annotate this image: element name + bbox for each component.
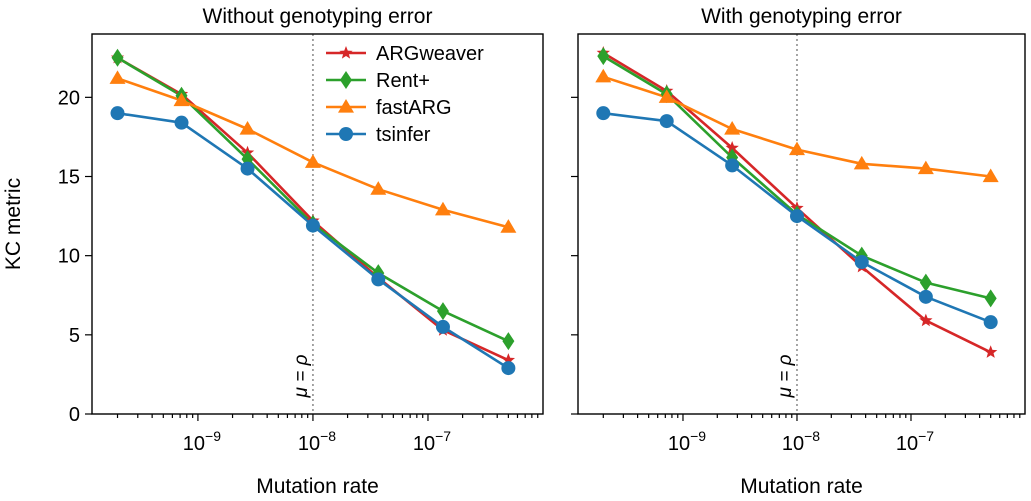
y-axis-label: KC metric — [2, 178, 25, 270]
data-point-tsinfer — [854, 255, 869, 269]
y-tick-label: 15 — [58, 167, 80, 189]
chart-panel-2: With genotyping error 10−9 10−8 10−7 μ = ρ Mu… — [571, 5, 1026, 498]
chart-panel-1: Without genotyping error 10−9 10−8 10−7 0 5 10… — [2, 5, 544, 498]
data-point-Rent+ — [436, 302, 449, 321]
x-tick-label: 10−8 — [298, 428, 336, 455]
data-point-fastARG — [304, 154, 321, 168]
data-point-tsinfer — [983, 315, 998, 330]
data-point-tsinfer — [435, 319, 450, 334]
data-point-ARGweaver — [725, 141, 739, 154]
data-point-fastARG — [853, 155, 870, 170]
data-point-Rent+ — [111, 48, 124, 67]
x-axis-label: Mutation rate — [740, 475, 863, 498]
plot-frame — [577, 33, 1026, 415]
x-tick-label: 10−9 — [183, 428, 221, 455]
chart-title: With genotyping error — [701, 5, 902, 28]
data-point-fastARG — [724, 121, 741, 135]
legend-marker-Rent+ — [340, 71, 352, 89]
data-point-fastARG — [370, 181, 387, 195]
data-point-fastARG — [595, 68, 612, 83]
data-point-tsinfer — [789, 209, 804, 224]
x-tick-label: 10−8 — [782, 428, 820, 455]
data-point-tsinfer — [371, 272, 386, 287]
legend-label-fastARG: fastARG — [376, 97, 452, 119]
legend-label-ARGweaver: ARGweaver — [376, 43, 484, 65]
x-tick-label: 10−9 — [668, 428, 706, 455]
legend: ARGweaver Rent+ fastARG tsinfer — [326, 43, 484, 146]
data-point-fastARG — [658, 89, 675, 103]
y-tick-label: 5 — [69, 325, 80, 347]
legend-label-Rent+: Rent+ — [376, 70, 430, 92]
data-point-tsinfer — [725, 158, 740, 173]
y-tick-label: 0 — [69, 404, 80, 426]
data-point-fastARG — [173, 92, 190, 107]
legend-label-tsinfer: tsinfer — [376, 124, 431, 146]
x-axis-label: Mutation rate — [256, 475, 379, 498]
data-point-fastARG — [109, 70, 126, 84]
data-point-Rent+ — [597, 47, 610, 66]
data-point-tsinfer — [596, 106, 611, 121]
y-tick-label: 20 — [58, 87, 80, 109]
data-point-ARGweaver — [501, 353, 516, 366]
data-point-Rent+ — [502, 332, 515, 351]
legend-marker-fastARG — [338, 99, 354, 113]
data-point-Rent+ — [919, 273, 932, 292]
data-point-tsinfer — [240, 161, 255, 176]
data-point-fastARG — [982, 168, 999, 183]
chart-title: Without genotyping error — [203, 5, 433, 28]
legend-marker-tsinfer — [339, 127, 353, 141]
legend-marker-ARGweaver — [339, 46, 353, 59]
data-point-tsinfer — [918, 289, 933, 304]
x-tick-label: 10−7 — [413, 428, 451, 455]
data-point-fastARG — [500, 219, 517, 233]
data-point-ARGweaver — [984, 345, 998, 358]
data-point-tsinfer — [501, 361, 516, 376]
y-tick-label: 10 — [58, 246, 80, 268]
x-tick-label: 10−7 — [896, 428, 934, 455]
data-point-fastARG — [239, 121, 256, 135]
series-line-Rent+ — [602, 55, 992, 300]
reference-line-label: μ = ρ — [291, 354, 312, 398]
data-point-tsinfer — [659, 114, 674, 129]
data-point-tsinfer — [305, 218, 320, 233]
data-point-fastARG — [434, 201, 451, 216]
reference-line-label: μ = ρ — [775, 354, 796, 398]
data-point-Rent+ — [984, 289, 997, 308]
data-point-fastARG — [917, 160, 934, 175]
data-point-fastARG — [788, 141, 805, 156]
data-point-ARGweaver — [919, 313, 933, 327]
data-point-tsinfer — [174, 115, 189, 130]
data-point-tsinfer — [110, 106, 125, 121]
plot-frame — [91, 33, 544, 415]
